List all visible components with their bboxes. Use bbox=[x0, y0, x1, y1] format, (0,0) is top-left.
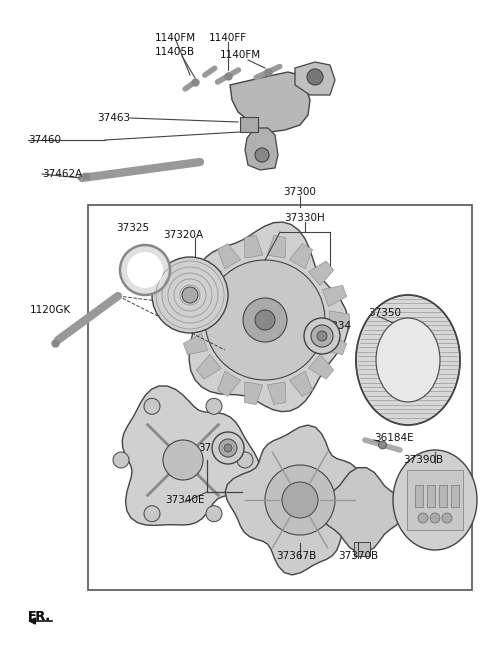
Text: 37330H: 37330H bbox=[285, 213, 325, 223]
Polygon shape bbox=[267, 382, 286, 405]
Text: 37462A: 37462A bbox=[42, 169, 82, 179]
Polygon shape bbox=[183, 333, 208, 355]
Text: 37325: 37325 bbox=[117, 223, 150, 233]
Ellipse shape bbox=[442, 513, 452, 523]
Bar bbox=[240, 117, 258, 132]
Polygon shape bbox=[245, 128, 278, 170]
Bar bbox=[88, 205, 472, 590]
Ellipse shape bbox=[255, 148, 269, 162]
Ellipse shape bbox=[237, 452, 253, 468]
Polygon shape bbox=[230, 72, 310, 132]
Ellipse shape bbox=[376, 318, 440, 402]
Text: 1140FM: 1140FM bbox=[155, 33, 195, 43]
Ellipse shape bbox=[356, 295, 460, 425]
Text: 37390B: 37390B bbox=[403, 455, 443, 465]
Polygon shape bbox=[309, 261, 334, 285]
Ellipse shape bbox=[205, 260, 325, 380]
Text: 37334: 37334 bbox=[318, 321, 351, 331]
Ellipse shape bbox=[243, 298, 287, 342]
Text: FR.: FR. bbox=[28, 611, 51, 623]
Text: 1120GK: 1120GK bbox=[30, 305, 71, 315]
Polygon shape bbox=[196, 354, 221, 379]
Polygon shape bbox=[329, 311, 350, 329]
Bar bbox=[451, 485, 459, 507]
Ellipse shape bbox=[307, 69, 323, 85]
Bar bbox=[415, 485, 423, 507]
Ellipse shape bbox=[144, 506, 160, 522]
Bar bbox=[439, 485, 447, 507]
Text: 1140FF: 1140FF bbox=[209, 33, 247, 43]
Polygon shape bbox=[289, 243, 312, 269]
Polygon shape bbox=[244, 236, 263, 258]
Ellipse shape bbox=[265, 465, 335, 535]
Text: 1140FM: 1140FM bbox=[219, 50, 261, 60]
Polygon shape bbox=[319, 468, 405, 552]
Ellipse shape bbox=[206, 398, 222, 415]
Polygon shape bbox=[323, 333, 347, 355]
Polygon shape bbox=[180, 311, 201, 329]
Polygon shape bbox=[217, 371, 240, 396]
Ellipse shape bbox=[163, 440, 203, 480]
Ellipse shape bbox=[282, 482, 318, 518]
Ellipse shape bbox=[127, 252, 163, 288]
Text: 37350: 37350 bbox=[368, 308, 401, 318]
Polygon shape bbox=[196, 261, 221, 285]
Text: 37463: 37463 bbox=[97, 113, 130, 123]
Polygon shape bbox=[323, 285, 347, 306]
Ellipse shape bbox=[430, 513, 440, 523]
Text: 37320A: 37320A bbox=[163, 230, 203, 240]
Polygon shape bbox=[122, 386, 260, 525]
Text: 36184E: 36184E bbox=[374, 433, 414, 443]
Ellipse shape bbox=[144, 398, 160, 415]
Polygon shape bbox=[295, 62, 335, 95]
Ellipse shape bbox=[393, 450, 477, 550]
Text: FR.: FR. bbox=[28, 611, 51, 623]
Ellipse shape bbox=[206, 506, 222, 522]
Polygon shape bbox=[217, 243, 240, 269]
Ellipse shape bbox=[152, 257, 228, 333]
Bar bbox=[354, 542, 370, 556]
Ellipse shape bbox=[219, 439, 237, 457]
Polygon shape bbox=[267, 236, 286, 258]
Text: 37370B: 37370B bbox=[338, 551, 378, 561]
Polygon shape bbox=[189, 222, 348, 412]
Ellipse shape bbox=[113, 452, 129, 468]
Polygon shape bbox=[225, 425, 375, 575]
Text: 37300: 37300 bbox=[284, 187, 316, 197]
Ellipse shape bbox=[311, 325, 333, 347]
Ellipse shape bbox=[120, 245, 170, 295]
Ellipse shape bbox=[379, 441, 386, 449]
Polygon shape bbox=[309, 354, 334, 379]
Text: 37342: 37342 bbox=[198, 443, 231, 453]
Ellipse shape bbox=[182, 287, 198, 303]
Text: 37367B: 37367B bbox=[276, 551, 316, 561]
Text: 37460: 37460 bbox=[28, 135, 61, 145]
Polygon shape bbox=[289, 371, 312, 396]
Text: 37340E: 37340E bbox=[165, 495, 205, 505]
Ellipse shape bbox=[224, 444, 232, 452]
Ellipse shape bbox=[317, 331, 327, 341]
Bar bbox=[407, 470, 463, 530]
Polygon shape bbox=[244, 382, 263, 405]
Ellipse shape bbox=[418, 513, 428, 523]
Ellipse shape bbox=[255, 310, 275, 330]
Text: 11405B: 11405B bbox=[155, 47, 195, 57]
Ellipse shape bbox=[212, 432, 244, 464]
Ellipse shape bbox=[304, 318, 340, 354]
Polygon shape bbox=[183, 285, 208, 306]
Bar bbox=[427, 485, 435, 507]
